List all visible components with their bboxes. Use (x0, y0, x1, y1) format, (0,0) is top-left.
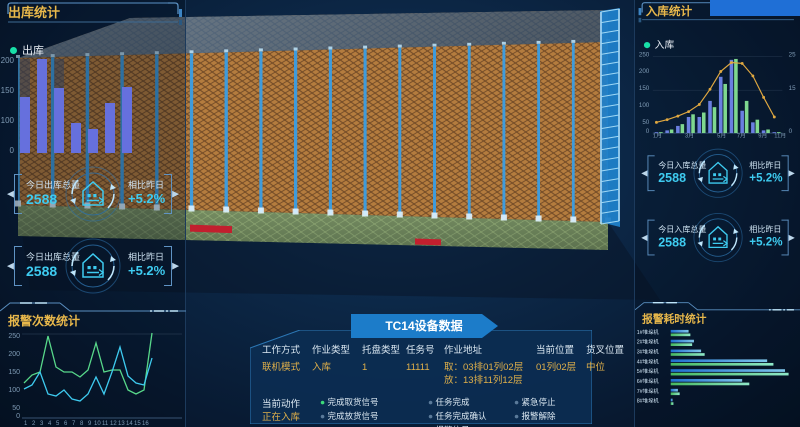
svg-text:1月: 1月 (653, 133, 662, 139)
svg-text:0: 0 (10, 146, 15, 155)
svg-text:250: 250 (639, 51, 650, 58)
svg-text:200: 200 (639, 68, 650, 75)
svg-text:50: 50 (12, 405, 20, 412)
svg-text:150: 150 (8, 369, 20, 376)
svg-text:6: 6 (64, 421, 68, 427)
svg-text:TC14设备数据: TC14设备数据 (385, 318, 462, 333)
svg-text:11月: 11月 (774, 133, 786, 139)
svg-text:3#堆垛机: 3#堆垛机 (637, 348, 660, 356)
svg-text:8#堆垛机: 8#堆垛机 (637, 397, 660, 405)
svg-text:12: 12 (110, 421, 117, 427)
svg-text:0: 0 (16, 413, 20, 420)
svg-text:4#堆垛机: 4#堆垛机 (637, 357, 660, 365)
svg-text:0: 0 (789, 128, 793, 135)
svg-text:7#堆垛机: 7#堆垛机 (637, 387, 660, 395)
svg-text:0: 0 (646, 128, 650, 135)
svg-text:100: 100 (1, 116, 15, 125)
svg-text:7月: 7月 (737, 133, 746, 139)
svg-text:15: 15 (789, 85, 796, 92)
svg-text:9: 9 (88, 421, 92, 427)
svg-text:5: 5 (56, 421, 60, 427)
svg-text:100: 100 (639, 102, 650, 109)
svg-text:200: 200 (8, 351, 20, 358)
svg-text:2#堆垛机: 2#堆垛机 (637, 338, 660, 346)
svg-text:25: 25 (789, 51, 796, 58)
svg-text:9月: 9月 (758, 133, 767, 139)
svg-text:10: 10 (94, 421, 101, 427)
svg-text:1#堆垛机: 1#堆垛机 (637, 329, 660, 336)
svg-text:150: 150 (639, 85, 650, 92)
svg-text:200: 200 (1, 56, 15, 65)
svg-text:1: 1 (24, 421, 28, 427)
svg-text:出库统计: 出库统计 (8, 5, 60, 20)
svg-text:3: 3 (40, 421, 44, 427)
svg-text:100: 100 (8, 387, 20, 394)
svg-text:5月: 5月 (717, 133, 726, 139)
svg-text:150: 150 (1, 86, 15, 95)
svg-text:11: 11 (102, 421, 109, 427)
svg-text:6#堆垛机: 6#堆垛机 (637, 377, 660, 385)
svg-text:13: 13 (118, 421, 125, 427)
svg-text:16: 16 (142, 421, 149, 427)
svg-text:8: 8 (80, 421, 84, 427)
svg-text:3月: 3月 (685, 133, 694, 139)
svg-text:50: 50 (642, 119, 649, 126)
svg-text:250: 250 (8, 333, 20, 340)
svg-text:2: 2 (32, 421, 36, 427)
svg-text:14: 14 (126, 421, 133, 427)
svg-text:7: 7 (72, 421, 76, 427)
svg-text:4: 4 (48, 421, 52, 427)
svg-text:5#堆垛机: 5#堆垛机 (637, 367, 660, 375)
svg-text:入库统计: 入库统计 (646, 4, 693, 18)
svg-text:15: 15 (134, 421, 141, 427)
